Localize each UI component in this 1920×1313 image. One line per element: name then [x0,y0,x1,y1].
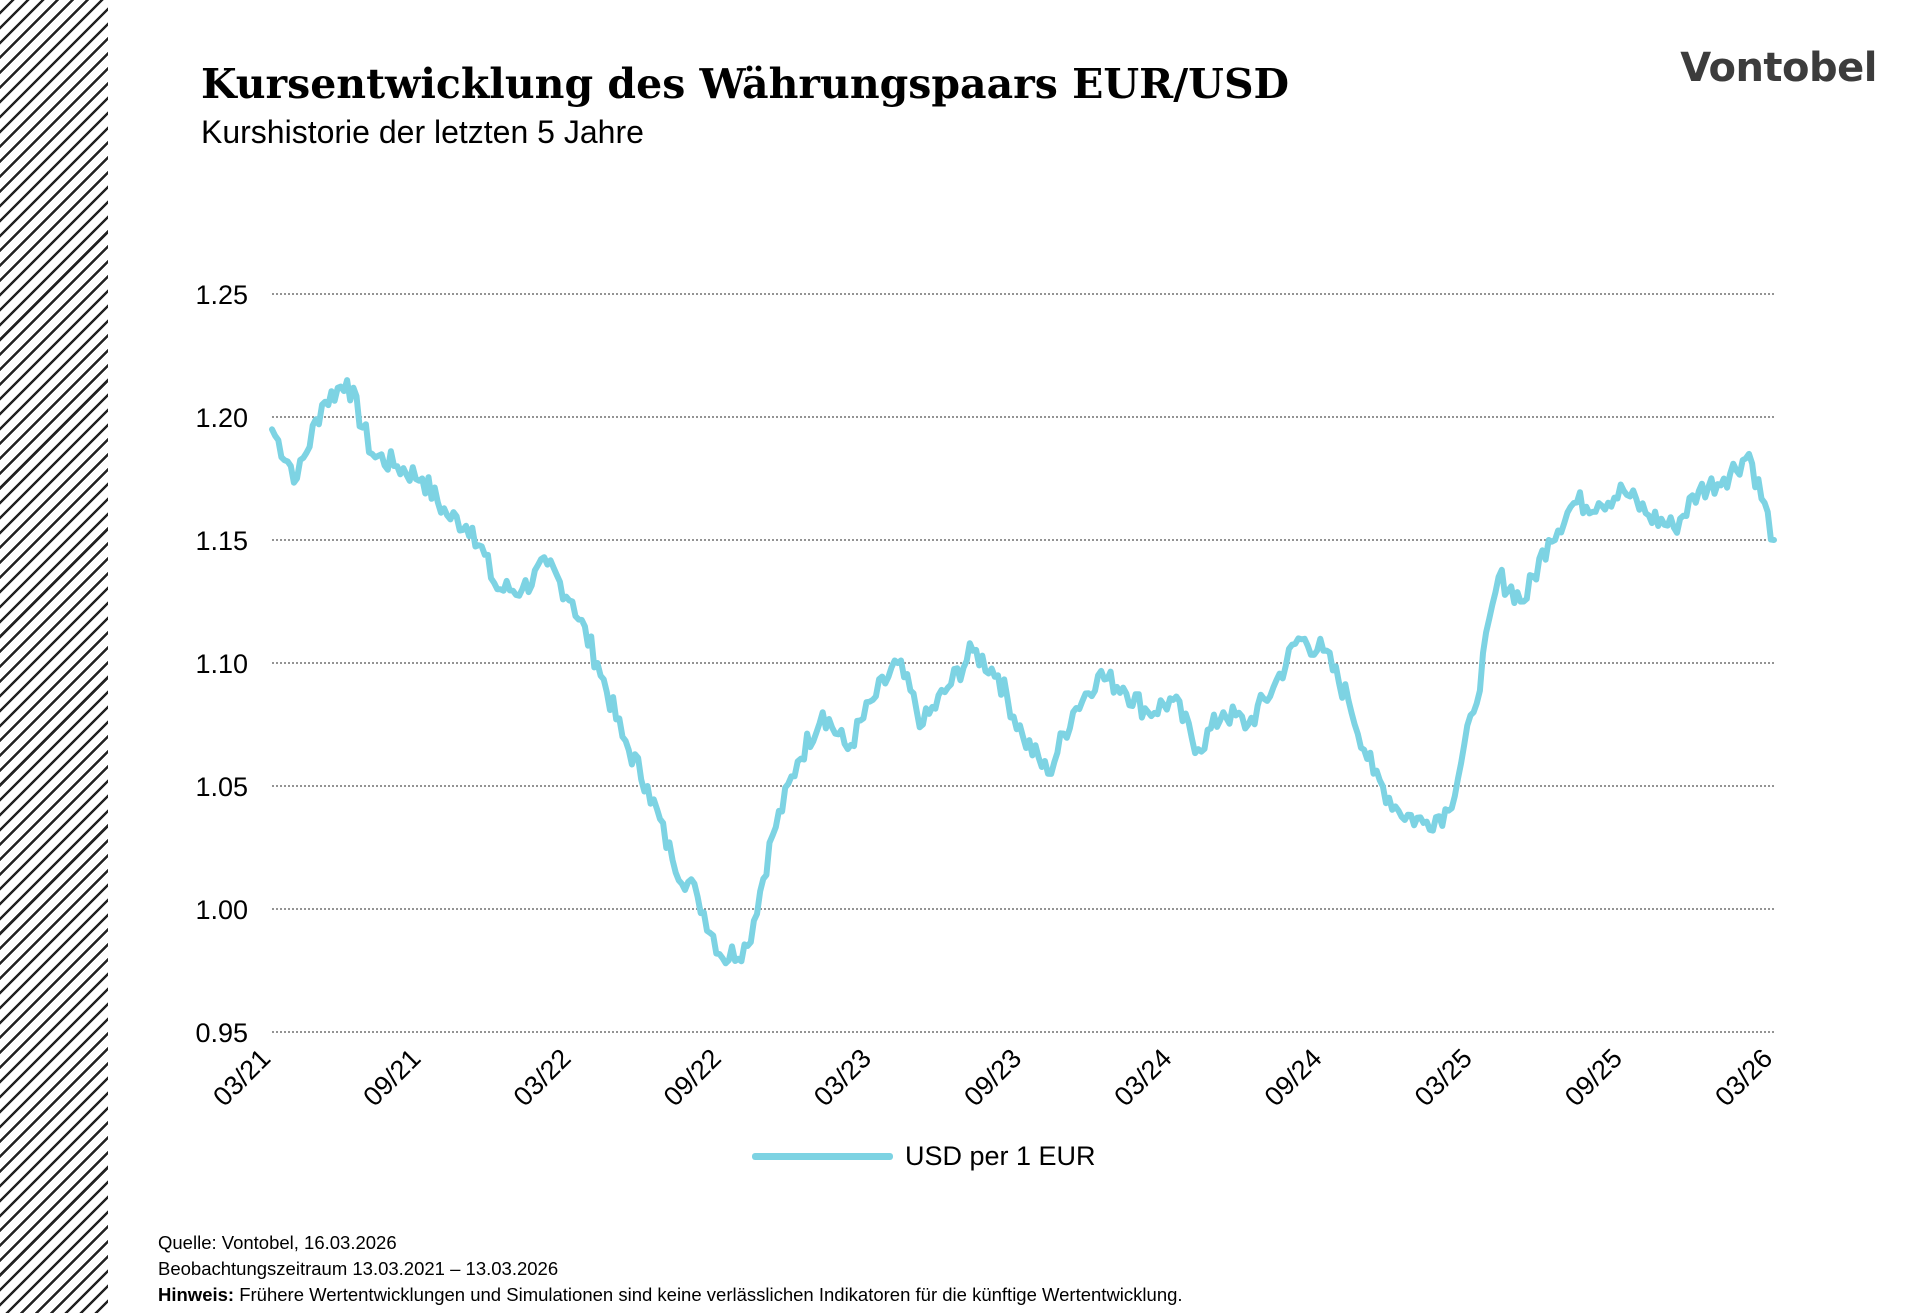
footer-note: Hinweis: Frühere Wertentwicklungen und S… [158,1282,1183,1308]
x-tick-label: 03/23 [808,1043,877,1112]
series-group [269,377,1777,967]
x-tick-label: 09/22 [658,1043,727,1112]
vontobel-logo: Vontobel [1680,45,1877,91]
x-tick-label: 03/26 [1709,1043,1778,1112]
x-tick-label: 09/25 [1559,1043,1628,1112]
footer-source: Quelle: Vontobel, 16.03.2026 [158,1232,397,1253]
legend-line-swatch [752,1153,893,1160]
footer: Quelle: Vontobel, 16.03.2026 Beobachtung… [158,1230,1183,1308]
y-tick-label: 1.00 [195,895,248,925]
y-tick-label: 1.15 [195,526,248,556]
x-tick-label: 09/21 [357,1043,426,1112]
y-axis-ticks: 1.25 1.20 1.15 1.10 1.05 1.00 0.95 [195,280,248,1048]
x-axis-ticks: 03/21 09/21 03/22 09/22 03/23 09/23 03/24 09/24… [207,1043,1778,1112]
footer-note-label: Hinweis: [158,1284,235,1305]
x-tick-label: 09/24 [1259,1043,1328,1112]
x-tick-label: 03/24 [1108,1043,1177,1112]
y-tick-label: 0.95 [195,1018,248,1048]
chart-title: Kursentwicklung des Währungspaars EUR/US… [201,60,1290,108]
footer-note-text: Frühere Wertentwicklungen und Simulation… [234,1284,1183,1305]
legend: USD per 1 EUR [752,1141,1096,1172]
footer-period: Beobachtungszeitraum 13.03.2021 – 13.03.… [158,1258,559,1279]
chart-subtitle: Kurshistorie der letzten 5 Jahre [201,114,644,150]
y-tick-label: 1.10 [195,649,248,679]
y-tick-label: 1.20 [195,403,248,433]
x-tick-label: 03/25 [1409,1043,1478,1112]
series-line-usd-per-eur [269,377,1777,967]
decorative-hatch-stripe [0,0,108,1313]
x-tick-label: 09/23 [958,1043,1027,1112]
grid-lines [272,293,1774,1033]
x-tick-label: 03/21 [207,1043,276,1112]
legend-label: USD per 1 EUR [905,1141,1096,1171]
y-tick-label: 1.05 [195,772,248,802]
y-tick-label: 1.25 [195,280,248,310]
x-tick-label: 03/22 [508,1043,577,1112]
